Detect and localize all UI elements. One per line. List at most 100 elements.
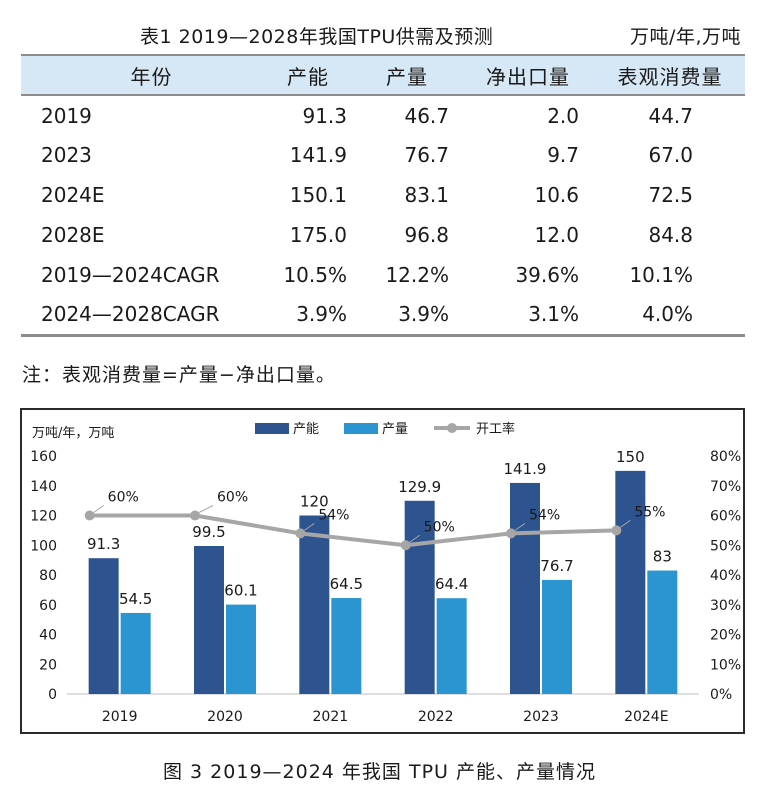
point-utilization <box>611 525 622 536</box>
cell-net-export: 9.7 <box>547 143 579 167</box>
point-utilization <box>506 528 516 539</box>
cell-year: 2019 <box>41 103 92 128</box>
data-label-capacity: 141.9 <box>504 460 547 478</box>
point-utilization <box>84 510 95 521</box>
bar-capacity <box>510 482 540 694</box>
table-row: 2024E 150.1 83.1 10.6 72.5 <box>21 175 745 215</box>
table-unit: 万吨/年,万吨 <box>630 26 741 48</box>
legend-label-utilization: 开工率 <box>476 421 515 437</box>
y-tick-label: 20 <box>39 657 57 673</box>
legend-swatch-capacity <box>255 423 289 434</box>
table-header-row: 年份 产能 产量 净出口量 表观消费量 <box>21 54 745 96</box>
cell-capacity: 175.0 <box>289 223 347 247</box>
cell-capacity: 150.1 <box>289 183 347 207</box>
bar-output <box>647 570 678 694</box>
cell-net-export: 12.0 <box>534 223 579 247</box>
cell-apparent-consumption: 84.8 <box>648 223 693 247</box>
cell-output: 3.9% <box>353 295 461 337</box>
x-tick-label: 2020 <box>207 709 243 725</box>
x-tick-label: 2023 <box>523 709 559 725</box>
y-tick-label: 0 <box>48 687 57 703</box>
y-tick-label: 100 <box>30 538 57 554</box>
y2-tick-label: 10% <box>710 657 741 673</box>
bar-capacity <box>194 545 224 694</box>
bar-capacity <box>404 500 435 694</box>
data-label-output: 76.7 <box>540 557 573 575</box>
cell-net-export: 3.1% <box>461 295 595 337</box>
y-tick-label: 160 <box>30 449 57 465</box>
data-label-capacity: 129.9 <box>398 478 441 496</box>
cell-net-export: 2.0 <box>547 103 579 128</box>
data-label-capacity: 99.5 <box>192 523 225 541</box>
table-note: 注：表观消费量=产量−净出口量。 <box>22 364 336 386</box>
data-label-capacity: 91.3 <box>87 535 120 553</box>
bar-output <box>542 579 572 694</box>
y2-tick-label: 60% <box>710 509 741 525</box>
table-row: 2023 141.9 76.7 9.7 67.0 <box>21 135 745 175</box>
x-tick-label: 2021 <box>313 709 349 725</box>
data-label-output: 64.5 <box>330 575 363 593</box>
cell-apparent-consumption: 4.0% <box>595 295 745 337</box>
leader-line-utilization <box>514 522 526 531</box>
cell-output: 96.8 <box>404 223 449 247</box>
y-tick-label: 60 <box>39 598 57 614</box>
y2-tick-label: 80% <box>710 449 741 465</box>
point-utilization <box>295 528 306 539</box>
legend-swatch-output <box>344 423 378 434</box>
y-tick-label: 40 <box>39 628 57 644</box>
data-label-capacity: 150 <box>616 448 645 466</box>
leader-line-utilization <box>304 522 315 531</box>
table-row: 2019—2024CAGR 10.5% 12.2% 39.6% 10.1% <box>21 255 745 295</box>
cell-output: 76.7 <box>404 143 449 167</box>
capacity-output-chart: 万吨/年，万吨 0 20 40 60 80 100 120 140 160 0% 10% 20% 30% 4… <box>30 421 741 725</box>
legend-label-output: 产量 <box>382 422 408 437</box>
supply-demand-table: 年份 产能 产量 净出口量 表观消费量 2019 91.3 46.7 2.0 4… <box>21 54 745 337</box>
table-row: 2028E 175.0 96.8 12.0 84.8 <box>21 215 745 255</box>
y2-tick-label: 30% <box>710 598 741 614</box>
cell-apparent-consumption: 44.7 <box>648 103 693 128</box>
chart-frame: 万吨/年，万吨 0 20 40 60 80 100 120 140 160 0% 10% 20% 30% 4… <box>20 408 745 734</box>
data-label-output: 83 <box>653 548 672 566</box>
bar-capacity <box>615 470 646 694</box>
leader-line-utilization <box>93 505 104 513</box>
leader-line-utilization <box>620 519 631 528</box>
bar-output <box>331 598 362 694</box>
cell-net-export: 39.6% <box>515 263 579 287</box>
cell-capacity: 91.3 <box>302 103 347 128</box>
cell-net-export: 10.6 <box>534 183 579 207</box>
point-utilization <box>190 510 200 521</box>
cell-year: 2019—2024CAGR <box>41 263 220 287</box>
data-label-utilization: 50% <box>424 519 455 535</box>
legend-label-capacity: 产能 <box>293 422 319 437</box>
y2-tick-label: 50% <box>710 538 741 554</box>
legend-marker-utilization <box>447 423 457 433</box>
bar-output <box>226 604 256 694</box>
x-tick-label: 2022 <box>418 709 454 725</box>
header-capacity: 产能 <box>263 54 353 96</box>
figure-caption: 图 3 2019—2024 年我国 TPU 产能、产量情况 <box>163 761 596 783</box>
cell-apparent-consumption: 67.0 <box>648 143 693 167</box>
cell-year: 2024E <box>41 183 105 207</box>
header-output: 产量 <box>353 54 461 96</box>
table-row: 2024—2028CAGR 3.9% 3.9% 3.1% 4.0% <box>21 295 745 337</box>
cell-capacity: 10.5% <box>283 263 347 287</box>
x-tick-label: 2024E <box>624 709 668 725</box>
cell-output: 83.1 <box>404 183 449 207</box>
y2-tick-label: 20% <box>710 628 741 644</box>
cell-year: 2024—2028CAGR <box>21 295 263 337</box>
bar-capacity <box>88 558 119 694</box>
leader-line-utilization <box>409 534 420 543</box>
series-line-utilization <box>89 513 617 548</box>
leader-line-utilization <box>198 505 214 513</box>
data-label-capacity: 120 <box>300 493 329 511</box>
bar-capacity <box>299 515 330 694</box>
header-year: 年份 <box>21 54 263 96</box>
data-label-output: 64.4 <box>435 575 468 593</box>
data-label-output: 54.5 <box>119 590 152 608</box>
header-apparent-consumption: 表观消费量 <box>595 54 745 96</box>
data-label-utilization: 54% <box>529 507 560 523</box>
data-label-output: 60.1 <box>224 582 257 600</box>
y2-tick-label: 70% <box>710 479 741 495</box>
cell-capacity: 141.9 <box>289 143 347 167</box>
y2-tick-label: 40% <box>710 568 741 584</box>
